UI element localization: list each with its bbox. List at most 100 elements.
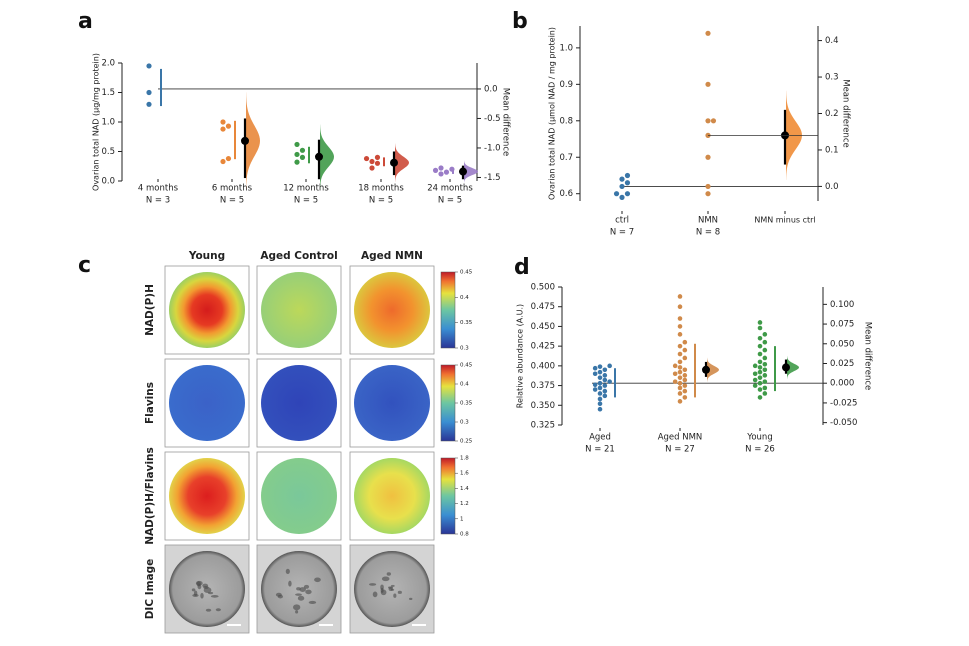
data-point: [762, 332, 768, 337]
dic-granule: [308, 600, 317, 604]
colorbar-tick-label: 1.2: [460, 501, 469, 507]
data-point: [682, 388, 688, 394]
data-point: [677, 343, 683, 349]
data-point: [762, 373, 768, 378]
data-point: [146, 63, 152, 69]
data-point: [672, 371, 678, 377]
data-point: [299, 147, 306, 153]
data-point: [225, 155, 232, 162]
data-point: [602, 388, 608, 394]
data-point: [762, 339, 768, 345]
dic-granule: [297, 595, 305, 601]
data-point: [602, 393, 608, 399]
y2-tick-label: 0.0: [484, 84, 498, 94]
y2-tick-label: 0.1: [825, 145, 839, 155]
data-point: [374, 160, 381, 166]
data-point: [619, 194, 625, 200]
n-label: N = 5: [220, 196, 244, 206]
effect-size: [241, 136, 249, 145]
effect-size: [315, 152, 323, 161]
y2-tick-label: -1.0: [484, 143, 501, 153]
data-point: [438, 171, 444, 177]
dic-granule: [295, 610, 299, 614]
data-point: [146, 89, 152, 96]
data-point: [757, 365, 763, 370]
data-point: [299, 154, 306, 160]
x-tick-label: 4 months: [138, 184, 179, 194]
x-tick-label: Aged: [589, 433, 611, 443]
data-point: [220, 126, 226, 132]
heatmap-oocyte: [169, 365, 245, 441]
x-tick-label: Aged NMN: [658, 433, 703, 443]
data-point: [597, 406, 603, 412]
colorbar-tick-label: 0.8: [460, 532, 469, 538]
data-point: [682, 339, 688, 345]
colorbar-tick-label: 0.45: [460, 363, 473, 369]
y-tick-label: 0.475: [531, 302, 555, 312]
y2-tick-label: 0.025: [830, 359, 854, 369]
data-point: [762, 379, 768, 384]
data-point: [369, 158, 375, 165]
n-label: N = 21: [585, 445, 615, 455]
x-tick-label: 24 months: [427, 184, 473, 194]
y2-axis-label: Mean difference: [841, 79, 851, 148]
dic-granule: [409, 597, 413, 600]
dic-granule: [390, 584, 395, 587]
data-point: [607, 363, 612, 369]
data-point: [682, 377, 688, 383]
data-point: [374, 154, 381, 160]
dic-granule: [200, 592, 204, 599]
data-point: [677, 316, 683, 321]
y-tick-label: 0.5: [101, 147, 115, 157]
heatmap-oocyte: [354, 458, 430, 534]
data-point: [220, 119, 226, 125]
data-point: [432, 167, 439, 173]
data-point: [762, 367, 768, 373]
dic-granule: [203, 587, 212, 594]
bootstrap-distribution: [320, 124, 334, 190]
data-point: [602, 367, 608, 373]
x-tick-label: ctrl: [615, 216, 629, 226]
data-point: [752, 371, 758, 377]
data-point: [705, 154, 711, 160]
data-point: [597, 369, 603, 375]
data-point: [369, 165, 375, 171]
data-point: [757, 395, 763, 400]
column-header: Aged Control: [260, 250, 337, 262]
effect-size: [459, 167, 467, 176]
data-point: [619, 183, 625, 190]
y2-tick-label: -0.025: [830, 398, 857, 408]
data-point: [624, 180, 631, 186]
row-header: NAD(P)H: [144, 284, 156, 336]
data-point: [705, 191, 711, 197]
column-header: Aged NMN: [361, 250, 423, 262]
dic-granule: [314, 577, 321, 583]
data-point: [677, 385, 683, 391]
heatmap-oocyte: [354, 365, 430, 441]
colorbar-tick-label: 0.4: [460, 295, 469, 301]
colorbar-tick-label: 0.35: [460, 320, 473, 326]
data-point: [294, 141, 300, 148]
colorbar: [440, 457, 456, 535]
dic-granule: [381, 576, 390, 582]
y2-tick-label: -0.5: [484, 114, 501, 124]
dic-granule: [380, 584, 384, 591]
y-tick-label: 0.350: [531, 401, 555, 411]
y-tick-label: 1.5: [101, 88, 115, 98]
data-point: [705, 81, 711, 87]
dic-granule: [397, 590, 402, 594]
data-point: [619, 176, 625, 182]
dic-granule: [195, 580, 203, 586]
y-tick-label: 0.9: [559, 80, 573, 90]
colorbar-tick-label: 0.4: [460, 382, 469, 388]
data-point: [592, 371, 598, 377]
data-point: [602, 383, 608, 388]
data-point: [592, 382, 598, 388]
data-point: [597, 364, 603, 369]
y2-tick-label: 0.050: [830, 339, 854, 349]
data-point: [677, 294, 683, 299]
colorbar: [440, 364, 456, 442]
y-tick-label: 0.8: [559, 116, 573, 126]
panel-letter: a: [78, 9, 93, 34]
column-header: Young: [188, 250, 225, 262]
